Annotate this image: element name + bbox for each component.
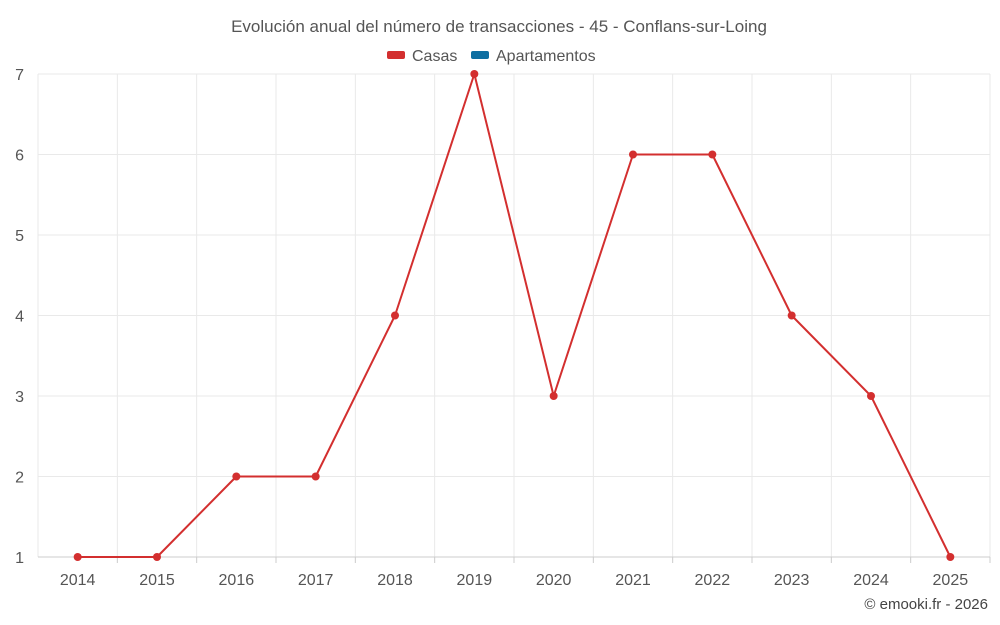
x-tick-label: 2018 (377, 572, 413, 589)
legend-label-apartamentos[interactable]: Apartamentos (496, 48, 596, 65)
y-tick-label: 4 (15, 309, 24, 326)
data-point[interactable] (946, 553, 955, 561)
y-tick-label: 5 (15, 228, 24, 245)
x-tick-label: 2021 (615, 572, 651, 589)
data-point[interactable] (391, 311, 399, 320)
legend: Casas Apartamentos (387, 48, 596, 65)
x-tick-label: 2019 (457, 572, 493, 589)
y-tick-label: 3 (15, 389, 24, 406)
data-point[interactable] (867, 392, 875, 400)
grid (37, 73, 991, 557)
x-tick-label: 2020 (536, 572, 572, 589)
x-tick-label: 2024 (853, 572, 889, 589)
x-tick-label: 2015 (139, 572, 175, 589)
data-point[interactable] (549, 392, 558, 400)
y-axis: 1 2 3 4 5 6 7 (15, 67, 24, 567)
series-casas (73, 70, 955, 561)
x-tick-label: 2022 (695, 572, 731, 589)
data-point[interactable] (153, 553, 161, 561)
data-point[interactable] (470, 70, 479, 78)
y-tick-label: 7 (15, 67, 24, 84)
data-point[interactable] (629, 150, 637, 159)
x-tick-label: 2023 (774, 572, 810, 589)
x-tick-label: 2017 (298, 572, 334, 589)
data-point[interactable] (73, 553, 82, 561)
x-tick-label: 2025 (933, 572, 969, 589)
legend-label-casas[interactable]: Casas (412, 48, 457, 65)
legend-swatch-casas[interactable] (387, 51, 405, 59)
data-point[interactable] (311, 472, 320, 481)
chart-title: Evolución anual del número de transaccio… (231, 17, 767, 36)
x-axis: 2014 2015 2016 2017 2018 2019 2020 2021 2022 2023… (38, 556, 991, 589)
data-point[interactable] (232, 472, 241, 481)
y-tick-label: 1 (15, 550, 24, 567)
credit-text: © emooki.fr - 2026 (864, 596, 988, 613)
legend-swatch-apartamentos[interactable] (471, 51, 489, 59)
data-point[interactable] (787, 311, 796, 320)
series-line (77, 73, 952, 558)
x-tick-label: 2014 (60, 572, 96, 589)
y-tick-label: 6 (15, 148, 24, 165)
data-point[interactable] (708, 150, 717, 159)
y-tick-label: 2 (15, 470, 24, 487)
x-tick-label: 2016 (219, 572, 255, 589)
